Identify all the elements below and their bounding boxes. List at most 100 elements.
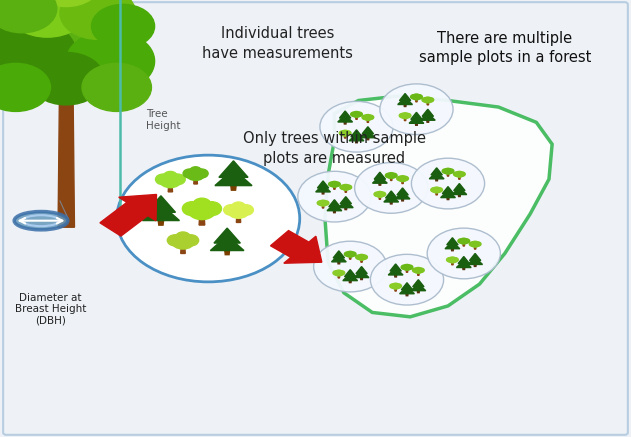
Circle shape <box>32 0 101 7</box>
Polygon shape <box>404 117 406 121</box>
Polygon shape <box>349 134 364 141</box>
Text: Diameter at
Breast Height
(DBH): Diameter at Breast Height (DBH) <box>15 293 86 326</box>
Circle shape <box>448 257 457 263</box>
Polygon shape <box>391 177 392 180</box>
Polygon shape <box>447 238 458 245</box>
Polygon shape <box>343 274 358 281</box>
Circle shape <box>167 235 184 246</box>
Polygon shape <box>158 221 163 225</box>
Polygon shape <box>422 109 433 116</box>
Polygon shape <box>350 256 351 259</box>
Circle shape <box>330 181 339 187</box>
Polygon shape <box>360 131 375 138</box>
Polygon shape <box>406 294 408 296</box>
Polygon shape <box>459 176 460 179</box>
Circle shape <box>390 284 396 288</box>
Circle shape <box>368 115 374 119</box>
Circle shape <box>314 241 387 292</box>
Polygon shape <box>143 204 179 221</box>
Text: Only trees within sample
plots are measured: Only trees within sample plots are measu… <box>243 131 426 166</box>
Circle shape <box>398 176 407 182</box>
Polygon shape <box>339 111 351 118</box>
Polygon shape <box>356 267 367 274</box>
Circle shape <box>232 202 245 212</box>
Polygon shape <box>427 120 429 122</box>
Circle shape <box>464 239 469 243</box>
Polygon shape <box>367 138 369 140</box>
Polygon shape <box>447 198 449 200</box>
Polygon shape <box>340 197 351 204</box>
Circle shape <box>356 255 362 259</box>
Polygon shape <box>458 194 461 197</box>
Polygon shape <box>322 192 324 194</box>
Circle shape <box>362 255 367 259</box>
Circle shape <box>357 254 366 260</box>
Polygon shape <box>333 251 345 258</box>
Circle shape <box>333 271 339 275</box>
Polygon shape <box>345 208 347 210</box>
Circle shape <box>346 185 351 189</box>
Circle shape <box>452 258 458 262</box>
Polygon shape <box>411 284 426 291</box>
Circle shape <box>437 188 442 192</box>
Circle shape <box>459 172 465 176</box>
Circle shape <box>317 201 323 205</box>
Circle shape <box>411 158 485 209</box>
Circle shape <box>469 242 475 246</box>
Polygon shape <box>356 116 357 119</box>
Polygon shape <box>420 113 435 120</box>
Text: Tree
Height: Tree Height <box>146 109 181 131</box>
FancyArrow shape <box>271 231 322 263</box>
Circle shape <box>396 284 401 288</box>
Polygon shape <box>394 275 397 277</box>
Polygon shape <box>390 264 401 271</box>
Circle shape <box>352 111 361 118</box>
Polygon shape <box>168 184 172 192</box>
Polygon shape <box>463 267 465 270</box>
Polygon shape <box>379 196 380 199</box>
Polygon shape <box>194 178 198 184</box>
Circle shape <box>190 167 201 175</box>
Polygon shape <box>327 204 342 211</box>
Polygon shape <box>463 243 464 246</box>
Circle shape <box>117 155 300 282</box>
Polygon shape <box>379 183 381 185</box>
Circle shape <box>387 173 396 179</box>
Circle shape <box>351 112 357 116</box>
Circle shape <box>454 172 459 176</box>
Circle shape <box>334 270 343 276</box>
Circle shape <box>0 63 50 111</box>
Circle shape <box>183 169 196 178</box>
Circle shape <box>323 201 329 205</box>
Circle shape <box>447 258 452 262</box>
Polygon shape <box>427 101 428 105</box>
Circle shape <box>403 264 411 271</box>
Polygon shape <box>447 173 449 176</box>
Circle shape <box>319 200 327 206</box>
Circle shape <box>228 203 249 218</box>
Circle shape <box>320 101 393 152</box>
Circle shape <box>416 95 422 99</box>
Polygon shape <box>361 259 362 262</box>
Circle shape <box>428 98 433 102</box>
Polygon shape <box>397 188 408 195</box>
Circle shape <box>414 267 423 274</box>
Polygon shape <box>237 215 240 222</box>
Circle shape <box>341 130 350 136</box>
Circle shape <box>432 187 441 193</box>
Circle shape <box>0 20 76 85</box>
Ellipse shape <box>14 212 68 230</box>
Circle shape <box>407 265 413 269</box>
Polygon shape <box>231 186 236 190</box>
Circle shape <box>374 192 380 196</box>
Circle shape <box>350 252 356 256</box>
Circle shape <box>176 232 190 242</box>
Polygon shape <box>338 262 340 264</box>
Circle shape <box>298 171 371 222</box>
Circle shape <box>155 174 171 185</box>
Polygon shape <box>442 187 454 194</box>
Circle shape <box>455 171 464 177</box>
Circle shape <box>66 31 155 92</box>
Polygon shape <box>399 287 415 294</box>
Circle shape <box>187 168 204 180</box>
